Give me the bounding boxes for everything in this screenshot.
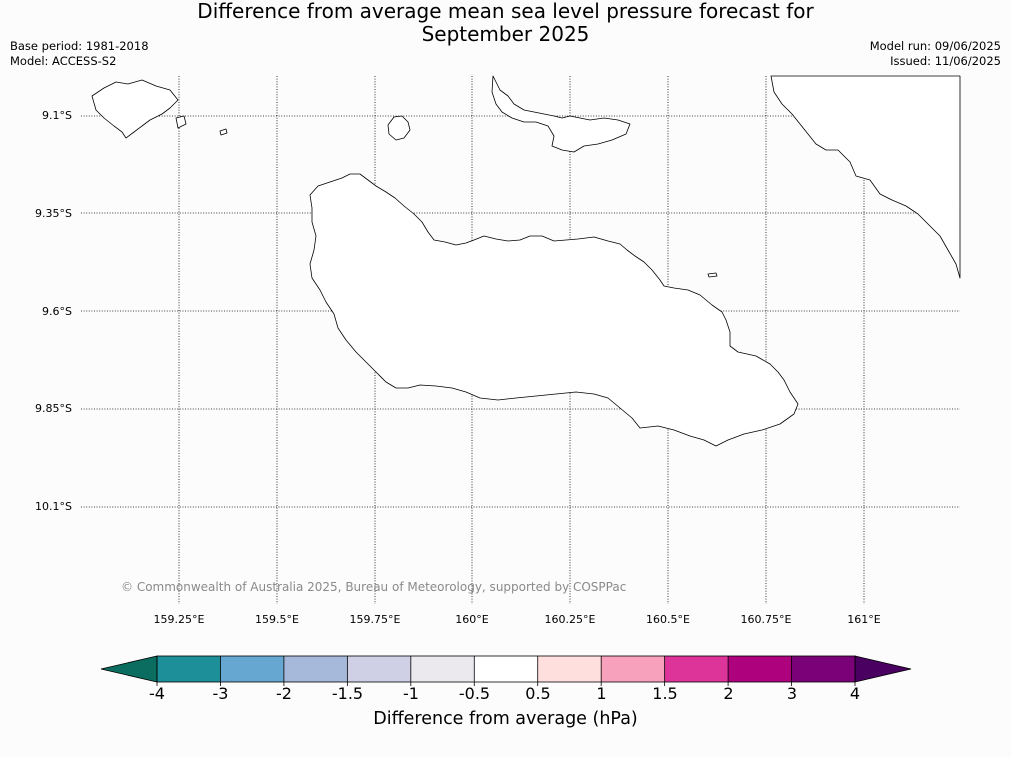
lon-label: 159.5°E [255, 613, 299, 626]
colorbar-tick-label: -1 [403, 684, 419, 703]
colorbar-segment [347, 656, 412, 682]
lon-label: 160.25°E [544, 613, 596, 626]
colorbar-segment [791, 656, 856, 682]
colorbar-segment [601, 656, 666, 682]
colorbar-segment [157, 656, 221, 682]
colorbar-tick-label: -4 [149, 684, 165, 703]
reef-islet [707, 272, 718, 278]
run-info: Model run: 09/06/2025 Issued: 11/06/2025 [870, 39, 1001, 69]
colorbar-tick-label: 3 [786, 684, 798, 703]
colorbar-tick-label: 1.5 [652, 684, 678, 703]
colorbar-tick-label: -1.5 [331, 684, 364, 703]
lon-label: 159.25°E [153, 613, 205, 626]
colorbar-segment [537, 656, 602, 682]
colorbar-tick-label: 4 [849, 684, 861, 703]
lon-label: 160.75°E [740, 613, 792, 626]
colorbar-segment [410, 656, 475, 682]
russell-islands-coastline [91, 79, 179, 139]
title-line-1: Difference from average mean sea level p… [197, 0, 814, 23]
graticule [81, 76, 960, 604]
lat-label: 10.1°S [35, 500, 72, 513]
base-info: Base period: 1981-2018 Model: ACCESS-S2 [10, 39, 149, 69]
colorbar-segment [664, 656, 729, 682]
base-period: Base period: 1981-2018 [10, 39, 149, 53]
lon-label: 160.5°E [646, 613, 690, 626]
colorbar-under-arrow [100, 655, 158, 683]
colorbar-segment [220, 656, 285, 682]
colorbar-segments [157, 656, 856, 682]
colorbar-tick-label: -0.5 [458, 684, 491, 703]
colorbar-over-arrow [854, 655, 912, 683]
colorbar-tick-label: 1 [596, 684, 607, 703]
lat-label: 9.6°S [42, 305, 72, 318]
colorbar-segment [283, 656, 348, 682]
lon-label: 160°E [455, 613, 489, 626]
small-island-east [219, 128, 228, 136]
colorbar-tick-label: -2 [276, 684, 292, 703]
colorbar-tick-label: 0.5 [525, 684, 551, 703]
copyright-notice: © Commonwealth of Australia 2025, Bureau… [121, 580, 627, 594]
coastlines [91, 75, 961, 447]
lon-label: 159.75°E [349, 613, 401, 626]
lat-label: 9.35°S [35, 207, 72, 220]
guadalcanal-coastline [309, 173, 799, 447]
savo-island-coastline [387, 115, 411, 141]
model-name: Model: ACCESS-S2 [10, 54, 117, 68]
map-title: Difference from average mean sea level p… [0, 0, 1011, 46]
title-line-2: September 2025 [421, 22, 590, 46]
florida-islands-coastline [491, 75, 631, 153]
small-island-west [175, 115, 187, 129]
colorbar-frame [156, 655, 856, 683]
colorbar-tick-label: -3 [212, 684, 229, 703]
lon-label: 161°E [847, 613, 881, 626]
lat-label: 9.1°S [42, 109, 72, 122]
malaita-coastline [770, 75, 961, 279]
issued-date: Issued: 11/06/2025 [890, 54, 1001, 68]
colorbar-segment [728, 656, 793, 682]
model-run-date: Model run: 09/06/2025 [869, 39, 1001, 53]
colorbar-segment [474, 656, 539, 682]
colorbar-label: Difference from average (hPa) [373, 709, 638, 729]
lat-label: 9.85°S [35, 402, 72, 415]
colorbar-tick-label: 2 [723, 684, 734, 703]
